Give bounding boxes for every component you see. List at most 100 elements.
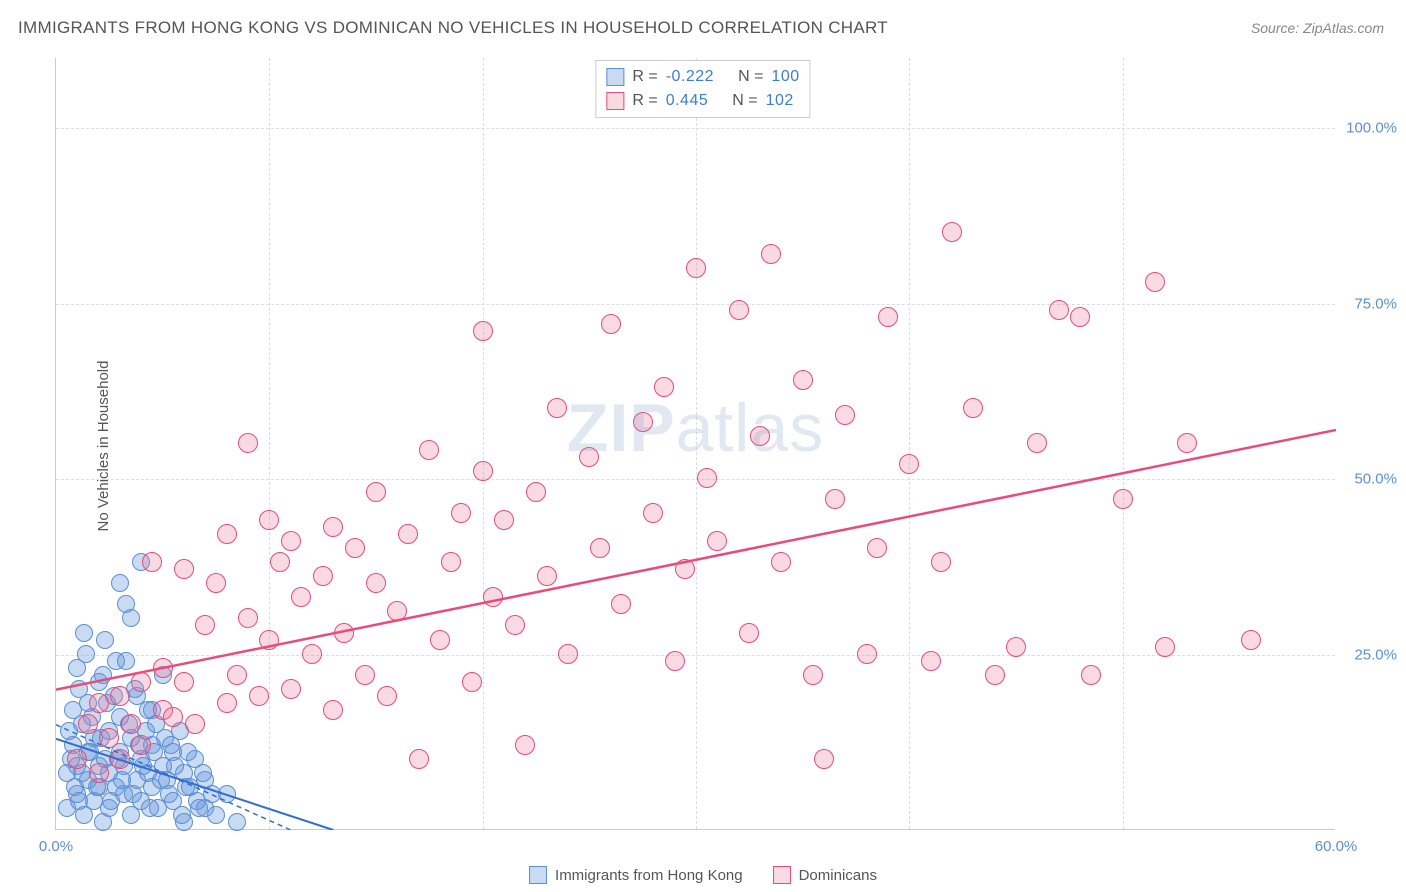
data-point [153, 658, 173, 678]
data-point [173, 806, 191, 824]
data-point [179, 743, 197, 761]
data-point [78, 714, 98, 734]
data-point [141, 799, 159, 817]
data-point [1241, 630, 1261, 650]
data-point [238, 608, 258, 628]
data-point [835, 405, 855, 425]
data-point [217, 524, 237, 544]
legend-swatch [773, 866, 791, 884]
data-point [537, 566, 557, 586]
data-point [110, 749, 130, 769]
data-point [825, 489, 845, 509]
data-point [387, 601, 407, 621]
r-label: R = [632, 89, 657, 113]
data-point [75, 624, 93, 642]
data-point [1081, 665, 1101, 685]
data-point [206, 573, 226, 593]
legend-swatch [606, 68, 624, 86]
data-point [921, 651, 941, 671]
plot-area: ZIPatlas 25.0%50.0%75.0%100.0%0.0%60.0% [55, 58, 1335, 830]
n-value: 102 [766, 89, 794, 113]
data-point [259, 510, 279, 530]
data-point [366, 482, 386, 502]
data-point [697, 468, 717, 488]
data-point [1155, 637, 1175, 657]
data-point [142, 552, 162, 572]
data-point [515, 735, 535, 755]
data-point [985, 665, 1005, 685]
y-tick-label: 75.0% [1342, 295, 1397, 312]
legend-label: Immigrants from Hong Kong [555, 867, 743, 884]
data-point [355, 665, 375, 685]
data-point [430, 630, 450, 650]
data-point [878, 307, 898, 327]
data-point [177, 778, 195, 796]
data-point [67, 749, 87, 769]
data-point [398, 524, 418, 544]
legend-swatch [606, 92, 624, 110]
data-point [1049, 300, 1069, 320]
data-point [194, 764, 212, 782]
x-tick-label: 60.0% [1315, 838, 1358, 855]
r-value: -0.222 [666, 65, 714, 89]
data-point [1027, 433, 1047, 453]
data-point [124, 785, 142, 803]
data-point [441, 552, 461, 572]
source-attribution: Source: ZipAtlas.com [1251, 20, 1384, 36]
data-point [451, 503, 471, 523]
data-point [281, 679, 301, 699]
data-point [942, 222, 962, 242]
data-point [110, 686, 130, 706]
gridline-v [269, 58, 270, 829]
data-point [601, 314, 621, 334]
data-point [899, 454, 919, 474]
data-point [1145, 272, 1165, 292]
r-value: 0.445 [666, 89, 709, 113]
n-label: N = [738, 65, 763, 89]
legend-item: Immigrants from Hong Kong [529, 866, 743, 884]
data-point [377, 686, 397, 706]
data-point [190, 799, 208, 817]
data-point [462, 672, 482, 692]
data-point [227, 665, 247, 685]
data-point [814, 749, 834, 769]
data-point [1113, 489, 1133, 509]
data-point [963, 398, 983, 418]
data-point [99, 728, 119, 748]
data-point [131, 672, 151, 692]
data-point [89, 763, 109, 783]
data-point [803, 665, 823, 685]
stats-legend-box: R = -0.222 N = 100 R = 0.445 N = 102 [595, 60, 810, 118]
data-point [505, 615, 525, 635]
data-point [102, 792, 120, 810]
stats-row: R = 0.445 N = 102 [606, 89, 799, 113]
chart-title: IMMIGRANTS FROM HONG KONG VS DOMINICAN N… [18, 18, 888, 38]
data-point [270, 552, 290, 572]
data-point [302, 644, 322, 664]
data-point [121, 714, 141, 734]
data-point [160, 785, 178, 803]
data-point [323, 700, 343, 720]
chart-container: IMMIGRANTS FROM HONG KONG VS DOMINICAN N… [0, 0, 1406, 892]
data-point [207, 806, 225, 824]
data-point [611, 594, 631, 614]
data-point [166, 757, 184, 775]
legend-item: Dominicans [773, 866, 877, 884]
y-tick-label: 100.0% [1342, 120, 1397, 137]
data-point [89, 693, 109, 713]
data-point [643, 503, 663, 523]
data-point [217, 693, 237, 713]
data-point [313, 566, 333, 586]
data-point [579, 447, 599, 467]
legend-swatch [529, 866, 547, 884]
data-point [633, 412, 653, 432]
data-point [94, 666, 112, 684]
data-point [473, 321, 493, 341]
n-value: 100 [771, 65, 799, 89]
data-point [366, 573, 386, 593]
data-point [64, 701, 82, 719]
y-tick-label: 25.0% [1342, 646, 1397, 663]
data-point [857, 644, 877, 664]
data-point [111, 574, 129, 592]
data-point [185, 714, 205, 734]
